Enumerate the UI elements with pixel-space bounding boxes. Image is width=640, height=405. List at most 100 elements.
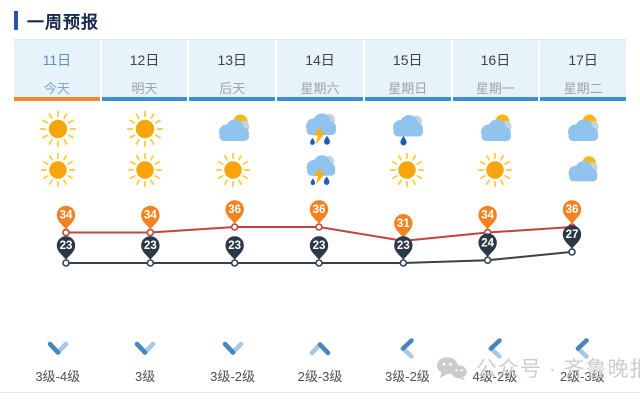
pin-marker-icon	[141, 205, 160, 230]
tab-underline	[277, 97, 363, 101]
low-temp-value: 23	[313, 240, 326, 252]
light-rain-icon	[393, 115, 424, 146]
date-tab-1[interactable]: 12日明天	[101, 40, 188, 101]
tab-day-label: 星期二	[563, 81, 603, 96]
day-icon-cell	[364, 109, 451, 149]
wind-direction-left-arrow-icon	[401, 338, 415, 359]
thunderstorm-icon	[306, 155, 336, 186]
wind-direction-up-arrow-icon	[309, 342, 331, 356]
tab-underline	[540, 97, 626, 101]
pin-marker-icon	[225, 200, 244, 224]
date-tab-0[interactable]: 11日今天	[14, 40, 100, 101]
data-point	[62, 259, 70, 267]
date-tabs-row: 11日 今天 12日 明天 13日 后天 14日 星期六 15日 星期日 16日 星期一 17日 星期二	[14, 39, 626, 101]
date-tab-3[interactable]: 14日 星期六	[277, 40, 363, 101]
day-icon-cell	[451, 109, 538, 149]
day-icon-cell	[14, 109, 101, 149]
wind-direction-down-arrow-icon	[222, 341, 243, 355]
pin-marker-icon	[478, 233, 497, 258]
wind-level-label: 4级-2级	[472, 369, 518, 384]
low-temp-pin: 23	[394, 236, 413, 260]
wind-cell: 3级-2级	[364, 338, 451, 385]
wind-level-label: 3级-2级	[210, 369, 255, 384]
data-point	[230, 223, 239, 231]
day-icon-cell	[539, 109, 626, 149]
high-temp-pin: 36	[309, 200, 329, 224]
data-point	[399, 259, 408, 267]
data-point	[315, 223, 323, 231]
pin-marker-icon	[562, 200, 582, 224]
date-tab-6[interactable]: 17日星期二	[540, 40, 626, 101]
wind-cell: 4级-2级	[451, 338, 538, 385]
tab-date: 11日	[42, 52, 72, 68]
tab-day-label: 今天	[43, 81, 70, 96]
partly-cloudy-icon	[568, 114, 599, 141]
wind-forecast-row: 3级-4级 3级 3级-2级 2级-3级 3级-2级 4级-2级 2级-3级	[14, 338, 626, 385]
partly-cloudy-icon	[218, 114, 250, 141]
low-temp-value: 27	[566, 229, 579, 241]
pin-marker-icon	[394, 236, 413, 260]
tab-date: 17日	[568, 52, 598, 68]
low-temp-pin: 24	[478, 233, 497, 258]
wind-level-label: 3级	[135, 369, 156, 384]
wind-direction-down-arrow-icon	[134, 341, 156, 355]
tab-underline	[452, 97, 539, 101]
tab-day-label: 明天	[131, 81, 158, 96]
temperature-line-chart: 34 34 36 36 31 34 36 23 23 23 23 23 24 27	[56, 200, 582, 267]
wechat-icon	[436, 356, 467, 381]
tab-day-label: 星期一	[475, 81, 515, 96]
watermark: 公众号 · 齐鲁晚报	[436, 353, 640, 383]
sunny-icon	[390, 152, 425, 188]
wind-cell: 3级-2级	[189, 341, 276, 385]
low-temp-pin: 23	[309, 236, 329, 260]
wind-direction-left-arrow-icon	[575, 338, 590, 359]
page-title: 一周预报	[27, 13, 99, 32]
high-temp-pin: 34	[141, 205, 160, 230]
wind-direction-down-arrow-icon	[47, 341, 69, 355]
night-icon-cell	[364, 151, 451, 189]
high-temp-value: 36	[313, 204, 326, 216]
wind-cell: 2级-3级	[276, 341, 363, 385]
wind-cell: 2级-3级	[539, 338, 626, 385]
night-icon-cell	[189, 151, 276, 189]
pin-marker-icon	[56, 236, 76, 260]
date-tab-4[interactable]: 15日 星期日	[364, 40, 451, 101]
wind-level-label: 3级-4级	[35, 369, 81, 384]
high-temp-value: 36	[566, 204, 579, 216]
sunny-icon	[127, 152, 163, 188]
tab-underline	[364, 97, 451, 101]
tab-underline	[101, 97, 188, 101]
tab-day-label: 星期日	[388, 81, 428, 96]
pin-marker-icon	[56, 205, 76, 230]
tab-underline	[189, 97, 276, 101]
partly-cloudy-icon	[568, 156, 598, 182]
thunderstorm-icon	[305, 113, 336, 145]
data-point	[230, 259, 239, 267]
bottom-divider	[0, 392, 640, 393]
tab-date: 13日	[217, 52, 248, 68]
day-icon-cell	[101, 109, 188, 149]
partly-cloudy-icon	[480, 114, 512, 141]
tab-date: 14日	[305, 52, 335, 68]
pin-marker-icon	[394, 214, 413, 238]
tab-date: 12日	[129, 52, 160, 68]
sunny-icon	[40, 152, 75, 188]
tab-underline	[14, 97, 100, 101]
date-tab-5[interactable]: 16日 星期一	[452, 40, 539, 101]
data-point	[483, 256, 492, 265]
sunny-icon	[39, 110, 76, 148]
wind-level-label: 2级-3级	[559, 369, 605, 384]
title-accent-bar-icon	[14, 11, 18, 30]
sunny-icon	[477, 152, 513, 188]
high-temp-pin: 36	[562, 200, 582, 224]
low-temp-value: 24	[481, 237, 494, 249]
date-tab-2[interactable]: 13日 后天	[189, 40, 276, 101]
day-icon-cell	[276, 109, 363, 149]
wind-level-label: 3级-2级	[385, 369, 430, 384]
low-temp-value: 23	[397, 240, 410, 252]
low-temp-pin: 23	[56, 236, 76, 260]
sunny-icon	[215, 152, 250, 188]
low-temp-value: 23	[144, 240, 157, 252]
data-point	[62, 228, 70, 237]
